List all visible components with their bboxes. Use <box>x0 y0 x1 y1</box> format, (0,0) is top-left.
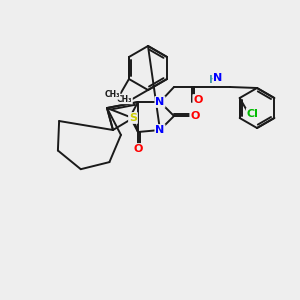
Text: N: N <box>155 97 165 107</box>
Text: O: O <box>190 111 200 121</box>
Text: O: O <box>193 95 203 105</box>
Text: CH₃: CH₃ <box>104 90 120 99</box>
Text: O: O <box>133 144 143 154</box>
Text: N: N <box>213 73 223 83</box>
Text: CH₃: CH₃ <box>117 94 132 103</box>
Text: N: N <box>155 125 165 135</box>
Text: S: S <box>129 113 137 123</box>
Text: Cl: Cl <box>247 109 259 119</box>
Text: H: H <box>208 75 217 85</box>
